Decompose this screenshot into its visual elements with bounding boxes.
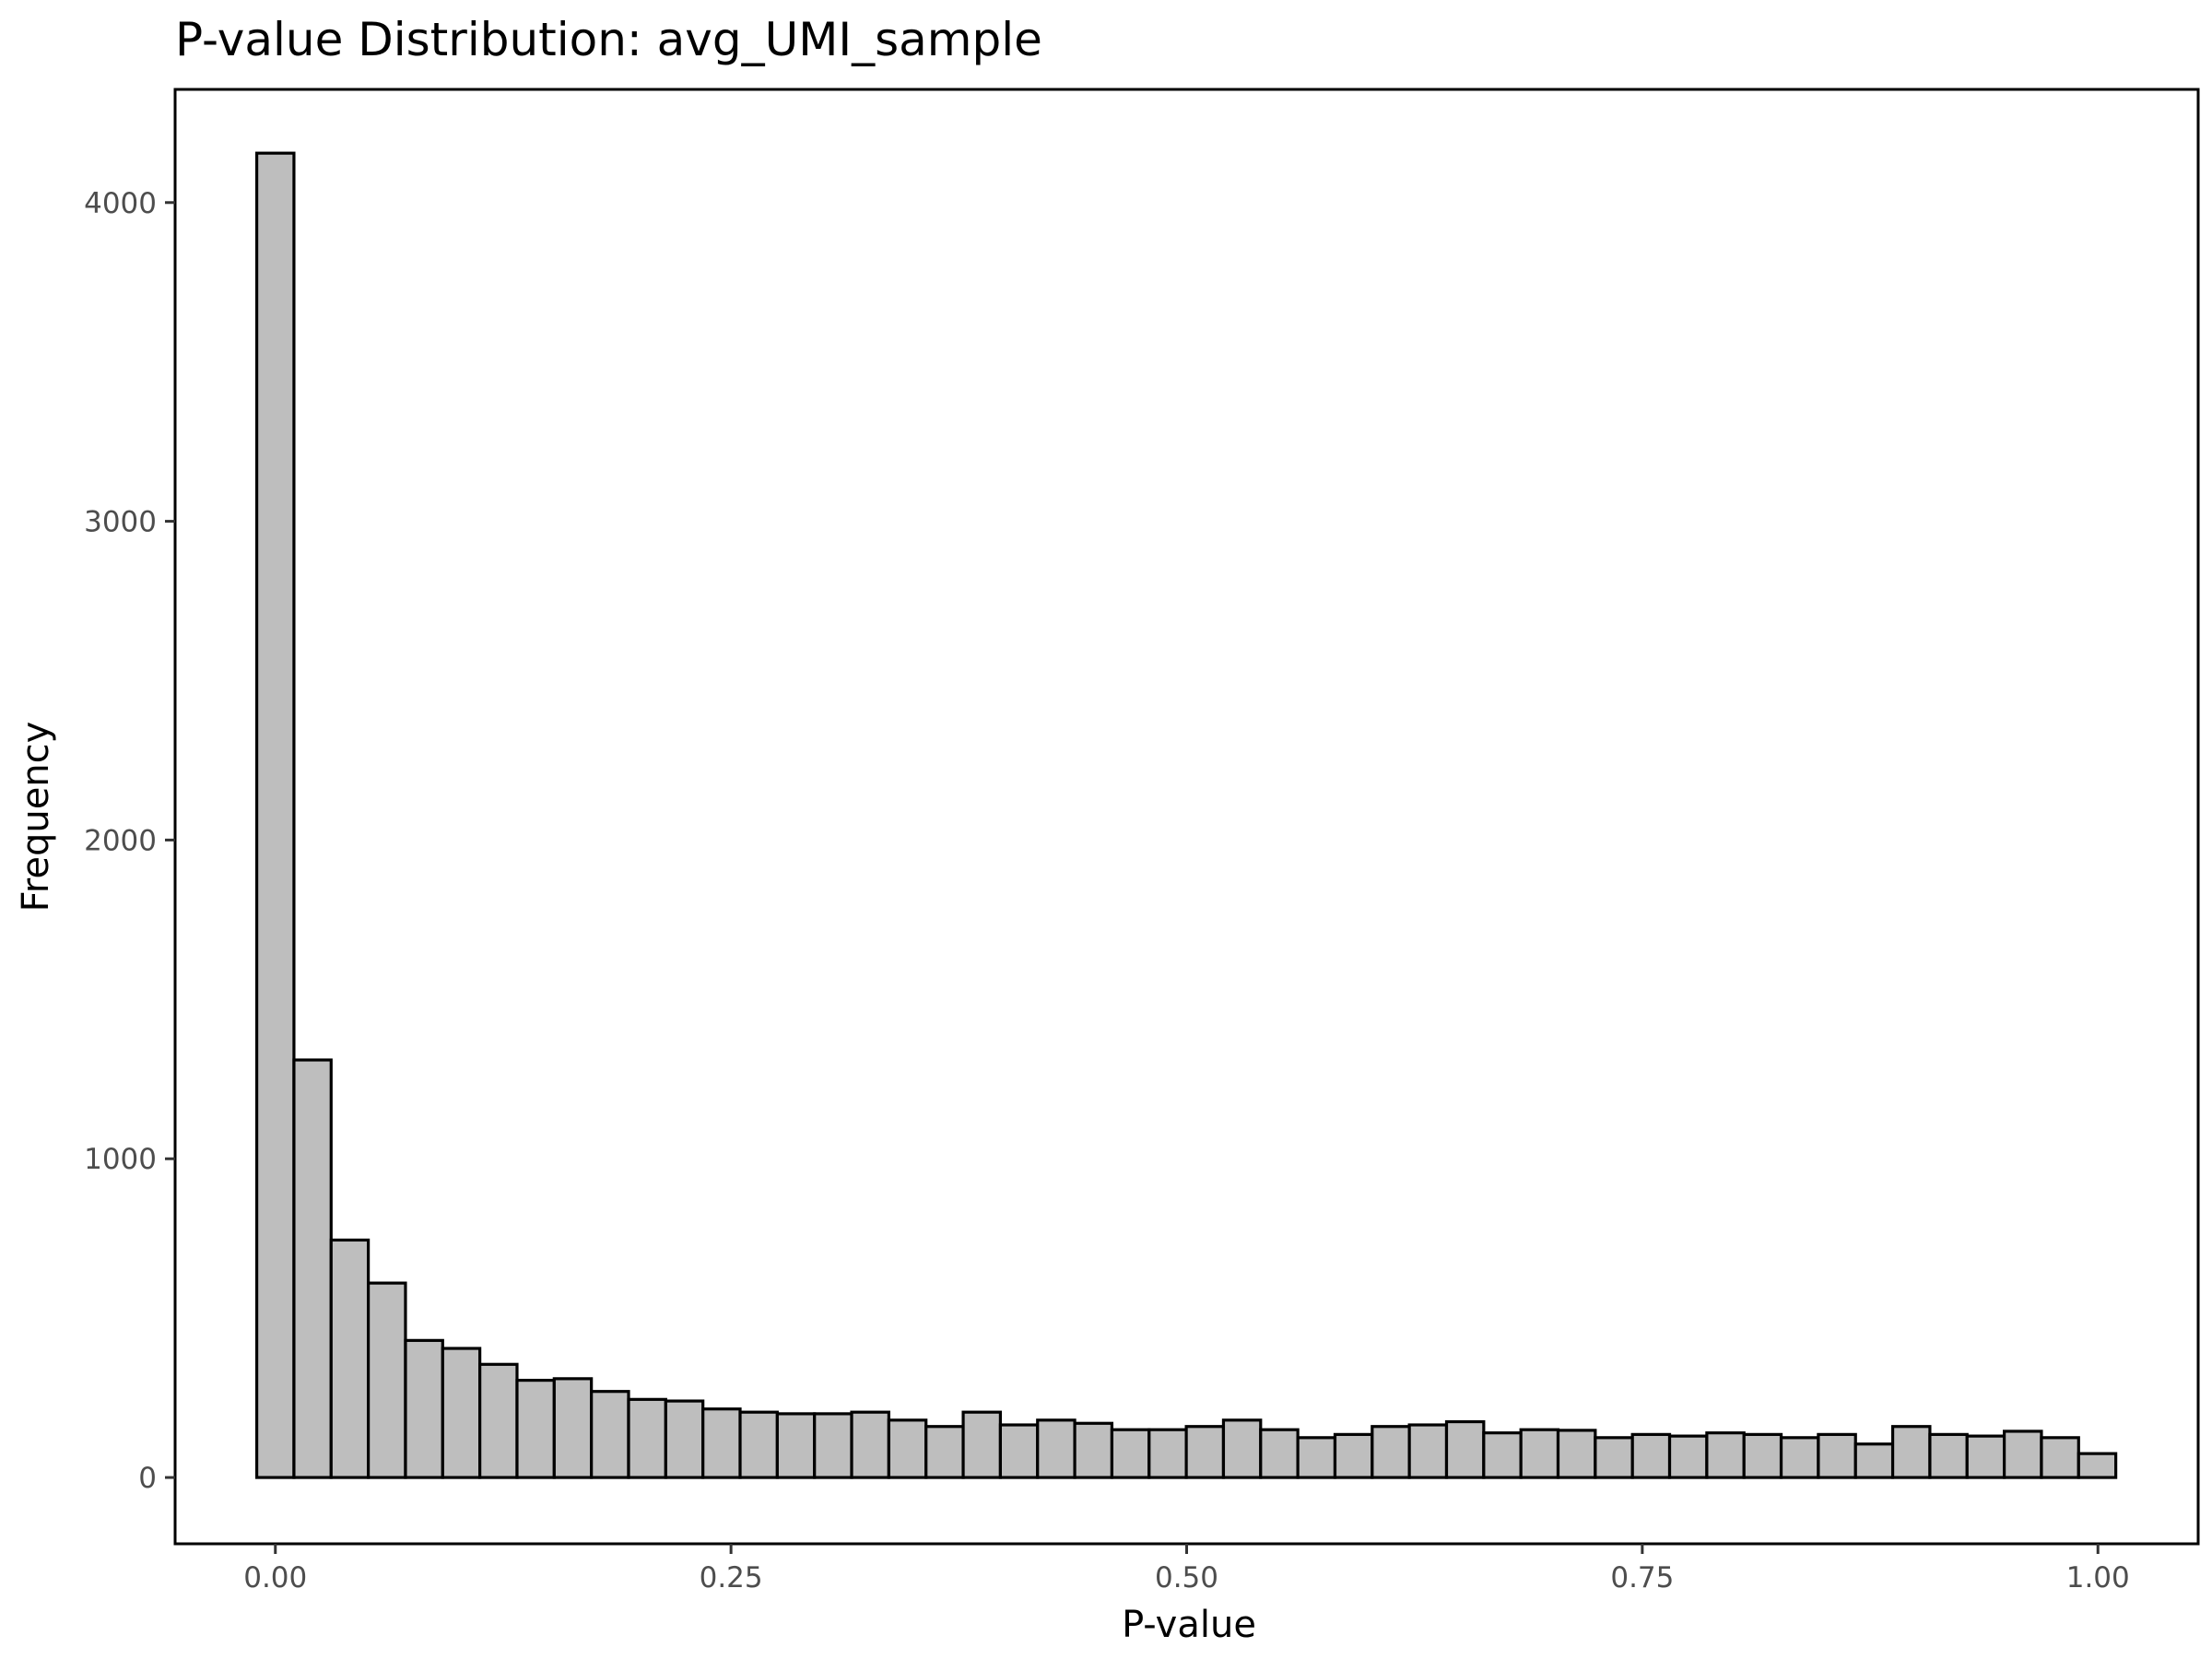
histogram-bar bbox=[1630, 1432, 1672, 1479]
y-axis-title: Frequency bbox=[15, 722, 57, 912]
histogram-bar bbox=[924, 1425, 965, 1479]
histogram-bar bbox=[254, 151, 296, 1479]
histogram-bar bbox=[478, 1362, 519, 1479]
histogram-bar bbox=[329, 1238, 371, 1479]
histogram-bar bbox=[627, 1397, 667, 1479]
y-tick-label: 0 bbox=[138, 1462, 157, 1495]
histogram-bar bbox=[552, 1377, 594, 1479]
histogram-bar bbox=[961, 1410, 1003, 1479]
y-tick-label: 4000 bbox=[84, 187, 157, 220]
x-tick-label: 1.00 bbox=[2066, 1561, 2130, 1594]
histogram-bar bbox=[1184, 1425, 1226, 1479]
histogram-bar bbox=[1742, 1432, 1783, 1479]
y-axis: 0 1000 2000 3000 4000 bbox=[84, 187, 175, 1495]
y-tick-label: 1000 bbox=[84, 1143, 157, 1176]
histogram-bar bbox=[813, 1412, 853, 1479]
y-tick-label: 3000 bbox=[84, 506, 157, 539]
histogram-bar bbox=[998, 1423, 1040, 1479]
histogram-bar bbox=[404, 1338, 444, 1479]
histogram-bar bbox=[1667, 1434, 1709, 1479]
bars-group bbox=[254, 151, 2118, 1479]
histogram-bar bbox=[1556, 1429, 1597, 1479]
histogram-bar bbox=[1853, 1442, 1895, 1479]
histogram-bar bbox=[1444, 1419, 1486, 1479]
histogram-bar bbox=[850, 1410, 890, 1479]
x-tick-label: 0.50 bbox=[1155, 1561, 1218, 1594]
histogram-bar bbox=[887, 1418, 928, 1479]
histogram-bar bbox=[1110, 1428, 1151, 1479]
histogram-bar bbox=[1221, 1418, 1263, 1479]
plot-panel-border bbox=[173, 88, 2200, 1546]
histogram-bar bbox=[590, 1390, 630, 1479]
histogram-bar bbox=[1036, 1418, 1077, 1479]
x-tick-label: 0.75 bbox=[1610, 1561, 1674, 1594]
histogram-bar bbox=[1073, 1421, 1114, 1479]
histogram-bar bbox=[1817, 1432, 1857, 1479]
histogram-bar bbox=[2002, 1430, 2043, 1479]
histogram-bar bbox=[1371, 1425, 1411, 1479]
histogram-bar bbox=[292, 1058, 333, 1479]
histogram-bar bbox=[367, 1281, 407, 1479]
chart-title: P-value Distribution: avg_UMI_sample bbox=[175, 13, 1042, 66]
histogram-bar bbox=[1333, 1432, 1374, 1479]
histogram-bar bbox=[1965, 1434, 2006, 1479]
histogram-bar bbox=[775, 1412, 817, 1479]
histogram-bar bbox=[1296, 1436, 1337, 1479]
x-tick-label: 0.25 bbox=[700, 1561, 763, 1594]
y-tick-label: 2000 bbox=[84, 824, 157, 857]
x-tick-label: 0.00 bbox=[243, 1561, 307, 1594]
histogram-bar bbox=[1779, 1436, 1820, 1479]
histogram-bar bbox=[1259, 1428, 1300, 1479]
histogram-bar bbox=[2040, 1436, 2080, 1479]
histogram-bar bbox=[515, 1378, 556, 1479]
histogram-bar bbox=[664, 1399, 705, 1479]
x-axis-title: P-value bbox=[1122, 1604, 1256, 1646]
histogram-bar bbox=[738, 1410, 779, 1479]
histogram-bar bbox=[1890, 1425, 1932, 1479]
histogram-bar bbox=[1594, 1436, 1634, 1479]
x-axis: 0.00 0.25 0.50 0.75 1.00 bbox=[243, 1544, 2130, 1594]
histogram-bar bbox=[1147, 1428, 1188, 1479]
histogram-bar bbox=[1705, 1431, 1746, 1479]
histogram-bar bbox=[1407, 1423, 1449, 1479]
histogram-bar bbox=[2077, 1452, 2118, 1479]
histogram-bar bbox=[1482, 1431, 1523, 1479]
histogram-bar bbox=[441, 1347, 482, 1479]
histogram-bar bbox=[1519, 1428, 1560, 1479]
histogram-bar bbox=[701, 1407, 742, 1479]
histogram-bar bbox=[1928, 1432, 1969, 1479]
